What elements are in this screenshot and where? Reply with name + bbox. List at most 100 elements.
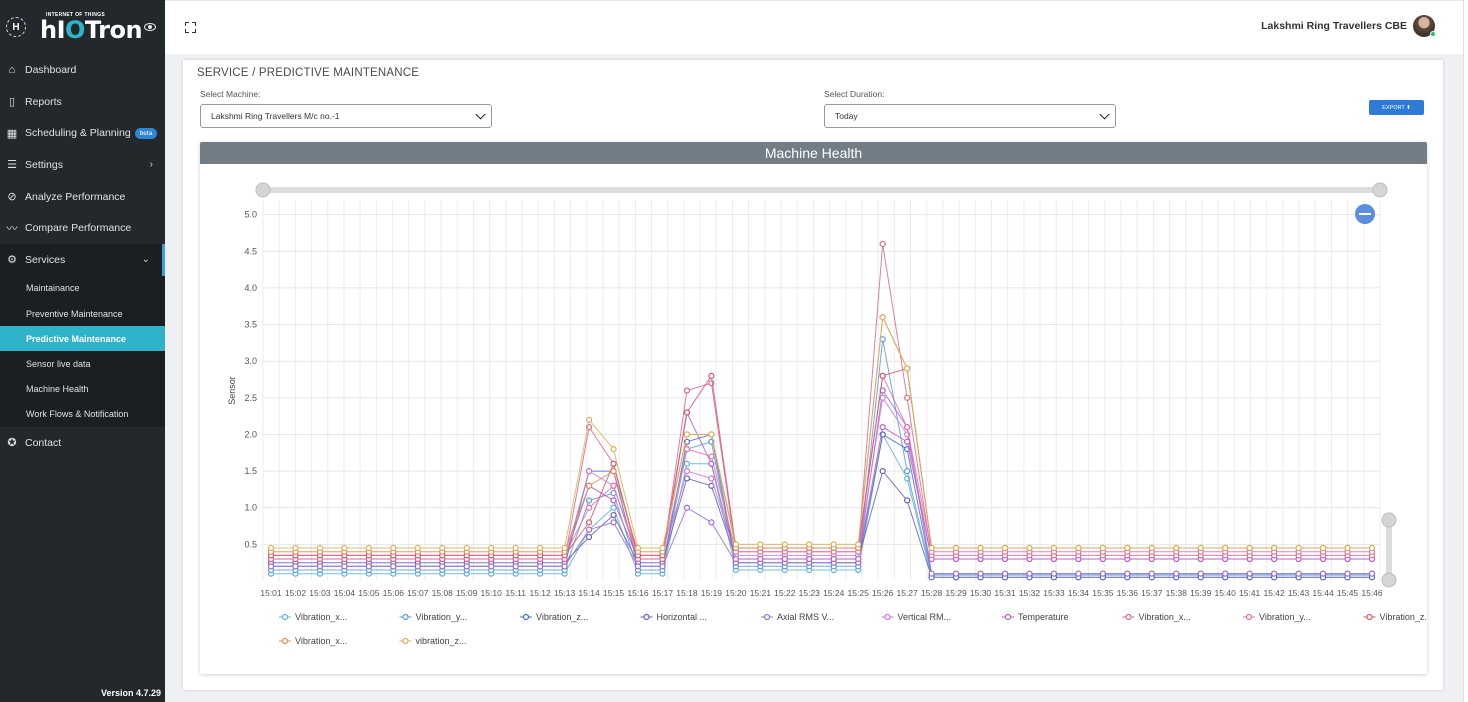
machine-select[interactable]: Lakshmi Ring Travellers M/c no.-1: [200, 104, 492, 128]
series-line: [271, 470, 1372, 578]
sidebar-subitem-preventive[interactable]: Preventive Maintenance: [26, 308, 123, 319]
machine-label: Select Machine:: [200, 89, 261, 99]
series-point: [561, 563, 568, 570]
x-tick-label: 15:26: [872, 588, 894, 598]
series-point: [659, 544, 666, 552]
online-status-dot: [1430, 31, 1436, 37]
zoom-slider-handle-left[interactable]: [255, 182, 271, 198]
x-tick-label: 15:13: [554, 588, 576, 598]
x-tick-label: 15:05: [358, 588, 380, 598]
sidebar-item-dashboard[interactable]: ⌂ Dashboard: [0, 54, 165, 86]
x-tick-label: 15:10: [481, 588, 503, 598]
series-point: [267, 544, 275, 552]
fullscreen-icon[interactable]: [185, 22, 196, 33]
sidebar-item-scheduling[interactable]: ▦ Scheduling & Planning beta: [0, 117, 165, 149]
series-point: [585, 497, 593, 504]
series-point: [732, 555, 739, 563]
series-point: [1124, 570, 1131, 577]
x-tick-label: 15:22: [774, 588, 796, 598]
legend-item[interactable]: Axial RMS V...: [777, 612, 834, 622]
series-point: [585, 416, 593, 423]
sidebar-subitem-workflows[interactable]: Work Flows & Notification: [26, 409, 129, 420]
x-tick-label: 15:15: [603, 588, 625, 598]
settings-icon: ✪: [7, 437, 17, 450]
series-point: [316, 544, 324, 552]
vertical-slider-handle-top[interactable]: [1381, 512, 1397, 528]
chevron-down-icon: ⌄: [141, 254, 150, 266]
legend-item[interactable]: Vibration_z...: [536, 612, 588, 622]
legend-swatch: [884, 613, 891, 621]
avatar[interactable]: [1413, 15, 1435, 37]
series-point: [830, 555, 837, 563]
series-point: [610, 511, 617, 519]
series-point: [365, 544, 372, 552]
legend-swatch: [1004, 613, 1012, 621]
series-point: [879, 424, 886, 431]
sidebar-subitem-sensor-live[interactable]: Sensor live data: [26, 358, 91, 369]
x-tick-label: 15:02: [285, 588, 307, 598]
x-tick-label: 15:21: [750, 588, 772, 598]
sidebar-item-label: Analyze Performance: [25, 190, 126, 203]
series-point: [1050, 544, 1058, 552]
x-tick-label: 15:24: [823, 588, 845, 598]
legend-item[interactable]: Vibration_y...: [1259, 612, 1311, 622]
user-name[interactable]: Lakshmi Ring Travellers CBE: [1261, 20, 1407, 32]
x-tick-label: 15:46: [1361, 588, 1383, 598]
series-point: [341, 544, 348, 552]
legend-item[interactable]: Vibration_x...: [295, 612, 347, 622]
series-point: [928, 544, 935, 552]
series-point: [879, 467, 886, 475]
sidebar-item-reports[interactable]: ▯ Reports: [0, 86, 165, 118]
series-point: [439, 563, 446, 570]
eye-icon[interactable]: [144, 23, 156, 31]
series-point: [977, 570, 984, 577]
legend-item[interactable]: Vibration_x...: [295, 636, 347, 646]
sidebar-item-label: Scheduling & Planning: [25, 127, 131, 140]
legend-swatch: [522, 613, 530, 621]
x-tick-label: 15:30: [970, 588, 992, 598]
legend-item[interactable]: Vertical RM...: [898, 612, 952, 622]
x-tick-label: 15:35: [1092, 588, 1114, 598]
x-tick-label: 15:43: [1288, 588, 1310, 598]
brand-mark-icon: H: [6, 17, 26, 37]
scrollbar[interactable]: [1463, 0, 1468, 702]
zoom-slider-handle-right[interactable]: [1372, 182, 1388, 198]
legend-item[interactable]: Vibration_y...: [416, 612, 468, 622]
series-point: [488, 563, 495, 570]
x-tick-label: 15:01: [260, 588, 282, 598]
sidebar-subitem-maintainance[interactable]: Maintainance: [26, 283, 80, 294]
y-tick-label: 1.0: [244, 503, 257, 513]
series-point: [1001, 544, 1009, 552]
x-tick-label: 15:42: [1263, 588, 1285, 598]
series-point: [1222, 544, 1229, 552]
series-point: [463, 544, 470, 552]
duration-select[interactable]: Today: [824, 104, 1116, 128]
series-point: [634, 563, 642, 570]
series-point: [952, 544, 960, 552]
legend-item[interactable]: Temperature: [1018, 612, 1069, 622]
series-point: [1075, 544, 1082, 552]
series-point: [1173, 570, 1180, 577]
trend-icon: 〰: [6, 223, 18, 236]
legend-item[interactable]: vibration_z...: [416, 636, 467, 646]
sidebar-item-contact[interactable]: ✪ Contact: [0, 427, 165, 459]
x-tick-label: 15:20: [725, 588, 747, 598]
sidebar-subitem-machine-health[interactable]: Machine Health: [26, 384, 89, 395]
export-button[interactable]: EXPORT ⬆: [1369, 100, 1424, 115]
x-tick-label: 15:08: [432, 588, 454, 598]
sidebar-item-compare[interactable]: 〰 Compare Performance: [0, 212, 165, 244]
series-point: [1148, 570, 1155, 577]
brand-name: hIOTron: [40, 18, 143, 42]
series-point: [414, 563, 421, 570]
legend-item[interactable]: Horizontal ...: [657, 612, 708, 622]
legend-item[interactable]: Vibration_z...: [1380, 612, 1432, 622]
legend-item[interactable]: Vibration_x...: [1139, 612, 1191, 622]
sidebar-item-settings[interactable]: ☰ Settings ›: [0, 149, 165, 181]
sidebar-item-label: Services: [25, 253, 66, 266]
vertical-slider-handle-bottom[interactable]: [1381, 572, 1397, 588]
series-point: [610, 519, 617, 526]
series-point: [708, 372, 715, 379]
sidebar-subitem-predictive[interactable]: Predictive Maintenance: [0, 326, 165, 352]
sidebar-item-analyze[interactable]: ⊘ Analyze Performance: [0, 181, 165, 213]
sidebar-item-services[interactable]: ⚙ Services ⌄: [0, 244, 165, 276]
